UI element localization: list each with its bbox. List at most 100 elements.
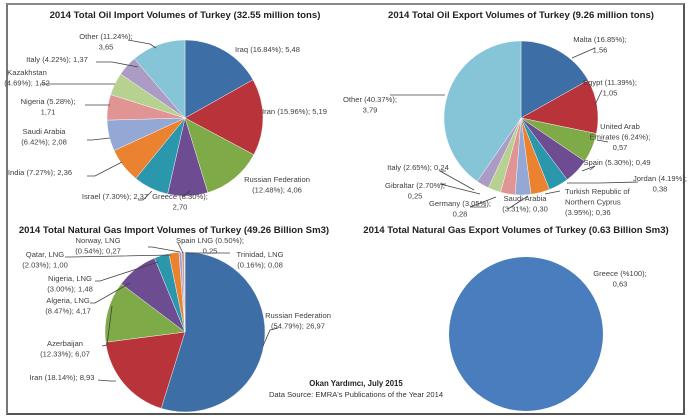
- data-label-line: Iraq (16.84%); 5,48: [235, 45, 300, 54]
- pie-slice-iran: [184, 79, 264, 155]
- data-label-jordan: Jordan (4.19%); 0,38: [633, 174, 687, 194]
- data-label-israel: Israel (7.30%); 2,37: [82, 192, 148, 201]
- data-label-line: Italy (2.65%); 0,24: [387, 163, 449, 172]
- data-label-line: 0,25: [408, 192, 423, 201]
- data-label-saudi-arabia: Saudi Arabia (3.31%); 0,30: [502, 194, 548, 214]
- chart-title-gas-import: 2014 Total Natural Gas Import Volumes of…: [19, 225, 329, 236]
- data-label-line: Greece (%100);: [593, 269, 647, 278]
- data-label-iran: Iran (15.96%); 5,19: [262, 107, 327, 116]
- pie-oil-import: Iraq (16.84%); 5,48 Iran (15.96%); 5,19 Ru…: [4, 32, 327, 212]
- data-label-line: Russian Federation: [265, 311, 331, 320]
- pie-slice-greece: [449, 257, 603, 411]
- data-label-italy: Italy (2.65%); 0,24: [387, 163, 449, 172]
- data-label-line: Algeria, LNG: [46, 296, 90, 305]
- data-label-line: Kazakhstan: [7, 68, 47, 77]
- data-label-line: Emirates (6.24%);: [590, 133, 651, 142]
- data-label-line: Gibraltar (2.70%);: [385, 181, 445, 190]
- data-label-russian-federation: Russian Federation (12.48%); 4,06: [244, 175, 310, 195]
- data-label-other: Other (11.24%); 3,65: [79, 32, 132, 52]
- data-label-nigeria: Nigeria (5.28%); 1,71: [21, 97, 76, 117]
- data-label-line: Iran (15.96%); 5,19: [262, 107, 327, 116]
- data-label-line: (3.31%); 0,30: [502, 205, 548, 214]
- data-label-germany: Germany (3.05%); 0,28: [429, 199, 491, 219]
- data-label-line: 3,65: [99, 43, 114, 52]
- leader-line-nigeria-lng: [95, 261, 159, 282]
- leader-line-russian-federation: [262, 327, 279, 347]
- data-label-line: 1,71: [41, 108, 56, 117]
- pie-slice-trinidad-lng: [183, 251, 186, 333]
- data-label-russian-federation: Russian Federation (54.79%); 26,97: [265, 311, 331, 331]
- data-label-norway-lng: Norway, LNG (0.54%); 0,27: [75, 236, 121, 256]
- data-label-line: (0.54%); 0,27: [75, 247, 121, 256]
- data-label-italy: Italy (4.22%); 1,37: [26, 55, 88, 64]
- data-label-line: Israel (7.30%); 2,37: [82, 192, 148, 201]
- data-label-line: (2.03%); 1,00: [22, 261, 68, 270]
- data-label-line: Qatar, LNG: [26, 250, 64, 259]
- leader-line-gibraltar: [439, 183, 481, 195]
- data-label-line: Italy (4.22%); 1,37: [26, 55, 88, 64]
- leader-line-united-arab-emirates: [596, 139, 609, 143]
- data-label-line: Other (40.37%);: [343, 95, 397, 104]
- data-label-line: Trinidad, LNG: [237, 250, 284, 259]
- data-label-line: Egypt (11.39%);: [583, 78, 637, 87]
- data-label-line: Saudi Arabia: [503, 194, 547, 203]
- data-label-azerbaijan: Azerbaijan (12.33%); 6,07: [40, 339, 90, 359]
- data-label-line: (6.42%); 2,08: [21, 138, 67, 147]
- data-label-line: Norway, LNG: [75, 236, 120, 245]
- pie-slice-iran: [105, 331, 186, 409]
- data-label-line: Germany (3.05%);: [429, 199, 491, 208]
- data-label-line: Iran (18.14%); 8,93: [29, 373, 94, 382]
- pie-gas-export: Greece (%100); 0,63: [449, 257, 647, 411]
- leader-line-qatar-lng: [65, 254, 172, 258]
- data-label-line: Northern Cyprus: [565, 198, 621, 207]
- data-label-malta: Malta (16.85%); 1,56: [573, 35, 627, 55]
- pie-gas-import: Russian Federation (54.79%); 26,97 Iran (1…: [22, 236, 331, 413]
- data-label-iraq: Iraq (16.84%); 5,48: [235, 45, 300, 54]
- leader-line-jordan: [567, 181, 639, 184]
- data-label-line: Nigeria (5.28%);: [21, 97, 76, 106]
- data-label-qatar-lng: Qatar, LNG (2.03%); 1,00: [22, 250, 68, 270]
- chart-title-gas-export: 2014 Total Natural Gas Export Volumes of…: [363, 225, 669, 236]
- leader-line-india: [87, 161, 123, 177]
- data-label-line: 0,28: [453, 210, 468, 219]
- data-label-line: (3.00%); 1,48: [47, 285, 93, 294]
- chart-title-oil-export: 2014 Total Oil Export Volumes of Turkey …: [388, 10, 654, 21]
- data-label-line: United Arab: [600, 122, 640, 131]
- data-label-line: Azerbaijan: [47, 339, 83, 348]
- data-label-turkish-republic-of-northern-cyprus: Turkish Republic of Northern Cyprus (3.95%…: [565, 187, 631, 217]
- data-label-line: (4.69%); 1,52: [4, 79, 50, 88]
- leader-line-algeria-lng: [90, 282, 131, 304]
- leader-line-other: [127, 39, 157, 49]
- leader-line-egypt: [594, 89, 603, 106]
- pie-slice-other: [443, 40, 522, 182]
- leader-line-italy: [96, 61, 139, 68]
- data-label-spain: Spain (5.30%); 0,49: [583, 158, 650, 167]
- data-label-line: Russian Federation: [244, 175, 310, 184]
- data-label-line: 0,57: [613, 143, 628, 152]
- data-label-line: Malta (16.85%);: [573, 35, 627, 44]
- leader-line-iran: [97, 379, 116, 382]
- data-label-other: Other (40.37%); 3,79: [343, 95, 397, 115]
- pie-oil-export: Malta (16.85%); 1,56 Egypt (11.39%); 1,05 Un…: [343, 35, 687, 219]
- data-label-line: 0,38: [653, 185, 668, 194]
- leader-line-spain: [581, 165, 596, 172]
- leader-line-turkish-republic-of-northern-cyprus: [544, 190, 561, 195]
- credit-source: Data Source: EMRA's Publications of the …: [269, 390, 443, 399]
- pie-slice-iraq: [184, 39, 254, 119]
- data-label-line: 0,63: [613, 280, 628, 289]
- data-label-egypt: Egypt (11.39%); 1,05: [583, 78, 637, 98]
- leader-line-israel: [138, 190, 153, 201]
- data-label-line: (54.79%); 26,97: [271, 322, 325, 331]
- data-label-united-arab-emirates: United Arab Emirates (6.24%); 0,57: [590, 122, 651, 152]
- leader-line-norway-lng: [148, 246, 181, 253]
- data-label-greece: Greece (%100); 0,63: [593, 269, 647, 289]
- data-label-line: Turkish Republic of: [565, 187, 631, 196]
- leader-line-greece: [181, 190, 191, 198]
- data-label-line: 0,25: [203, 247, 218, 256]
- data-label-greece: Greece (8.30%); 2,70: [152, 192, 208, 212]
- data-label-nigeria-lng: Nigeria, LNG (3.00%); 1,48: [47, 274, 93, 294]
- data-label-line: Greece (8.30%);: [152, 192, 208, 201]
- data-label-spain-lng: Spain LNG (0.50%); 0,25: [176, 236, 244, 256]
- data-label-trinidad-lng: Trinidad, LNG (0.16%); 0,08: [237, 250, 284, 270]
